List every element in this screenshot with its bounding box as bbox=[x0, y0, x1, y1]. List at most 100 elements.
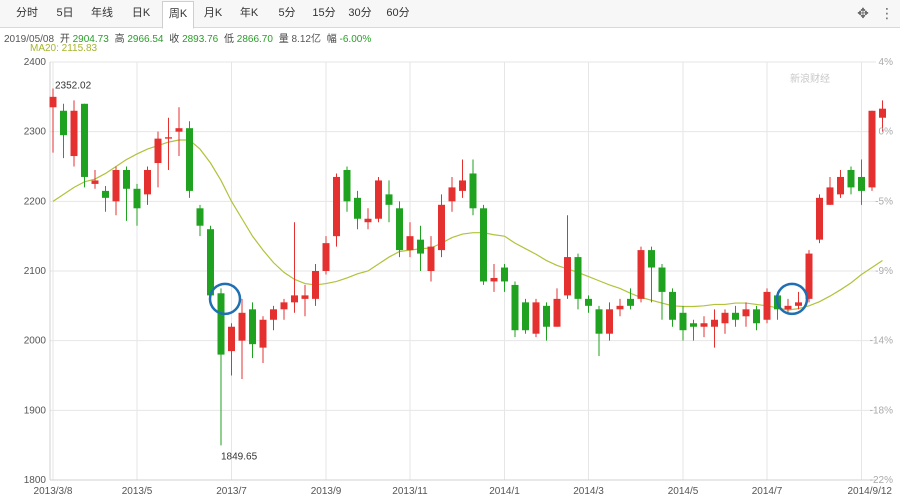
candle-body bbox=[280, 302, 288, 310]
candle-body bbox=[805, 253, 813, 299]
highlight-circle bbox=[775, 282, 809, 316]
close-label: 收 bbox=[169, 34, 180, 45]
pct-tick-label: -22% bbox=[870, 475, 893, 486]
tab-10[interactable]: 60分 bbox=[386, 7, 410, 19]
candle-body bbox=[879, 108, 886, 118]
candle-body bbox=[847, 169, 855, 188]
x-tick-label: 2014/5 bbox=[668, 486, 699, 497]
candle-body bbox=[406, 236, 414, 251]
candle-body bbox=[144, 169, 151, 195]
tab-1[interactable]: 5日 bbox=[56, 7, 74, 19]
high-label: 高 bbox=[114, 34, 125, 45]
candle-body bbox=[196, 208, 204, 226]
candle-body bbox=[154, 138, 162, 164]
candle-body bbox=[375, 180, 382, 219]
highlight-circle bbox=[208, 282, 242, 316]
candle-body bbox=[679, 312, 687, 331]
close-value: 2893.76 bbox=[182, 34, 219, 45]
candle-body bbox=[469, 173, 477, 209]
x-tick-label: 2013/3/8 bbox=[34, 486, 73, 497]
volume-label: 量 bbox=[278, 34, 289, 45]
candle-body bbox=[322, 243, 330, 271]
candle-body bbox=[417, 239, 424, 254]
candle-body bbox=[648, 250, 655, 268]
tab-6[interactable]: 年K bbox=[239, 7, 259, 19]
candle-body bbox=[175, 128, 183, 132]
candle-body bbox=[753, 309, 760, 324]
candle-body bbox=[564, 257, 571, 296]
candle-body bbox=[732, 312, 739, 320]
low-label: 低 bbox=[224, 34, 234, 45]
tab-9[interactable]: 30分 bbox=[348, 7, 372, 19]
expand-arrows-icon[interactable]: ✥ bbox=[857, 5, 869, 21]
candle-body bbox=[228, 326, 235, 352]
change-value: -6.00% bbox=[339, 34, 372, 45]
high-value: 2966.54 bbox=[127, 34, 164, 45]
candle-body bbox=[585, 298, 592, 306]
candle-body bbox=[217, 293, 225, 355]
ma20-series bbox=[52, 139, 883, 311]
candle-body bbox=[606, 309, 613, 334]
candle-body bbox=[301, 295, 309, 299]
open-value: 2904.73 bbox=[72, 34, 109, 45]
candle-body bbox=[112, 169, 120, 202]
candle-body bbox=[459, 180, 466, 191]
candle-body bbox=[133, 188, 141, 209]
y-tick-label: 2300 bbox=[24, 127, 47, 138]
change-label: 幅 bbox=[326, 34, 337, 45]
volume-value: 8.12亿 bbox=[291, 34, 321, 45]
candle-body bbox=[501, 267, 508, 282]
tab-0[interactable]: 分时 bbox=[16, 7, 38, 19]
x-tick-label: 2013/7 bbox=[216, 486, 247, 497]
candle-body bbox=[721, 312, 729, 324]
tab-4[interactable]: 周K bbox=[162, 1, 194, 29]
candle-body bbox=[270, 309, 277, 320]
watermark: 新浪财经 bbox=[790, 72, 830, 85]
candle-body bbox=[102, 190, 109, 198]
tab-3[interactable]: 日K bbox=[131, 7, 151, 19]
candle-body bbox=[259, 319, 267, 348]
pct-tick-label: -14% bbox=[870, 336, 893, 347]
y-tick-label: 2100 bbox=[24, 266, 47, 277]
tab-5[interactable]: 月K bbox=[203, 7, 223, 19]
candle-body bbox=[396, 208, 403, 251]
candle-body bbox=[816, 197, 823, 240]
candle-body bbox=[490, 277, 498, 282]
candle-body bbox=[480, 208, 487, 282]
axis-labels: 1800 1900 2000 2100 2200 2300 2400 4% 0% -5% -9% -1… bbox=[24, 57, 893, 497]
tab-2[interactable]: 年线 bbox=[91, 7, 113, 19]
candle-body bbox=[574, 257, 582, 299]
y-tick-label: 1800 bbox=[24, 475, 47, 486]
ma20-line bbox=[52, 139, 883, 311]
candle-body bbox=[553, 298, 561, 327]
candle-body bbox=[826, 187, 834, 205]
candle-body bbox=[81, 103, 88, 177]
candle-body bbox=[784, 305, 792, 310]
x-tick-label: 2014/3 bbox=[573, 486, 604, 497]
candle-body bbox=[249, 309, 256, 345]
pct-tick-label: -5% bbox=[875, 196, 893, 207]
vertical-ellipsis-icon[interactable]: ⋮ bbox=[880, 5, 894, 21]
candle-body bbox=[354, 197, 361, 219]
tab-7[interactable]: 5分 bbox=[278, 7, 296, 19]
tab-8[interactable]: 15分 bbox=[312, 7, 336, 19]
price-annotation: 2352.02 bbox=[55, 80, 92, 91]
low-value: 2866.70 bbox=[236, 34, 273, 45]
highlight-circles bbox=[208, 282, 809, 316]
candle-body bbox=[70, 110, 78, 157]
candle-body bbox=[438, 204, 445, 251]
price-annotation: 1849.65 bbox=[221, 451, 258, 462]
candle-body bbox=[868, 110, 876, 188]
y-tick-label: 2200 bbox=[24, 196, 47, 207]
pct-tick-label: 0% bbox=[879, 127, 894, 138]
candle-body bbox=[543, 305, 550, 327]
candle-body bbox=[238, 312, 246, 341]
pct-tick-label: -18% bbox=[870, 405, 893, 416]
pct-tick-label: 4% bbox=[879, 57, 894, 68]
candle-body bbox=[690, 323, 697, 327]
candle-body bbox=[658, 267, 666, 292]
candle-body bbox=[364, 218, 372, 223]
y-tick-label: 2400 bbox=[24, 57, 47, 68]
candle-body bbox=[669, 291, 676, 320]
